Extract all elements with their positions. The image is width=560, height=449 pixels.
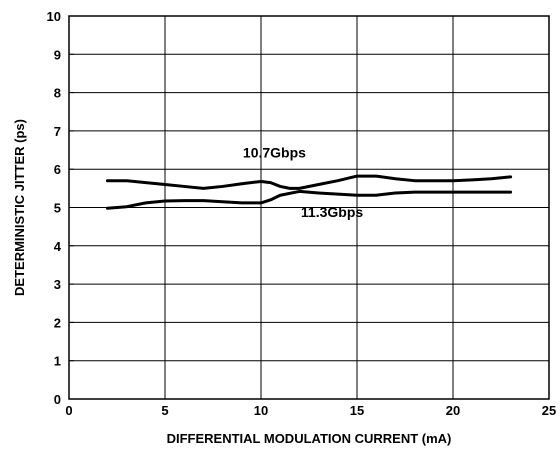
x-tick-label: 5 — [161, 403, 168, 418]
x-tick-label: 25 — [542, 403, 556, 418]
y-tick-label: 7 — [54, 124, 61, 139]
plot-frame — [68, 15, 550, 400]
y-tick-label: 8 — [54, 86, 61, 101]
y-tick-label: 5 — [54, 201, 61, 216]
x-tick-label: 20 — [446, 403, 460, 418]
series-annotation: 10.7Gbps — [243, 145, 306, 161]
y-tick-label: 9 — [54, 47, 61, 62]
series-annotations: 10.7Gbps 11.3Gbps — [243, 145, 363, 220]
x-tick-label: 15 — [350, 403, 364, 418]
y-tick-label: 10 — [47, 9, 61, 24]
tick-labels: 0 5 10 15 20 25 0 1 2 3 4 5 6 7 8 9 10 — [47, 9, 557, 418]
series-line-1 — [105, 189, 513, 210]
y-tick-label: 6 — [54, 162, 61, 177]
y-tick-label: 1 — [54, 354, 61, 369]
x-axis-label: DIFFERENTIAL MODULATION CURRENT (mA) — [167, 431, 452, 446]
y-tick-label: 0 — [54, 392, 61, 407]
series-line-0 — [105, 174, 513, 190]
y-tick-label: 2 — [54, 315, 61, 330]
grid — [69, 16, 549, 399]
series-annotation: 11.3Gbps — [301, 204, 363, 220]
plot-border — [68, 15, 550, 400]
y-tick-label: 4 — [54, 239, 62, 254]
x-tick-label: 0 — [65, 403, 72, 418]
y-axis-label: DETERMINISTIC JITTER (ps) — [12, 119, 27, 296]
series-lines — [105, 174, 513, 210]
x-tick-label: 10 — [254, 403, 268, 418]
y-tick-label: 3 — [54, 277, 61, 292]
